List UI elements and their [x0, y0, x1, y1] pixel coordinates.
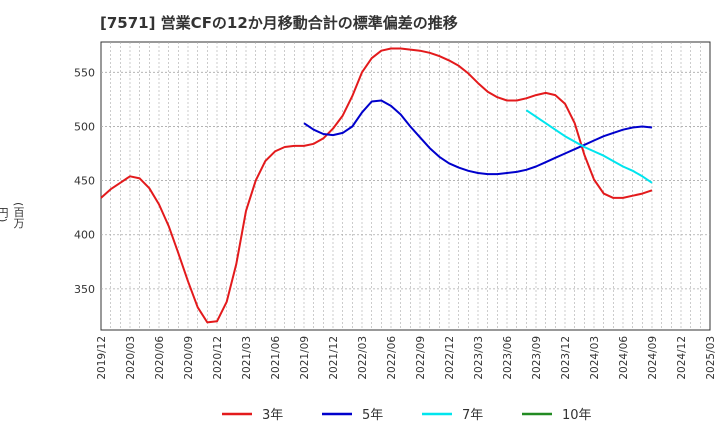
chart-title: [7571] 営業CFの12か月移動合計の標準偏差の推移	[100, 14, 458, 32]
x-tick-label: 2023/03	[473, 336, 485, 380]
x-tick-label: 2021/09	[299, 336, 311, 380]
x-tick-label: 2024/03	[589, 336, 601, 380]
x-tick-label: 2021/12	[328, 336, 340, 380]
legend-label: 7年	[462, 408, 483, 423]
x-tick-label: 2020/06	[154, 336, 166, 380]
x-tick-label: 2023/09	[531, 336, 543, 380]
x-tick-label: 2020/09	[183, 336, 195, 380]
y-tick-label: 450	[74, 175, 95, 188]
x-tick-label: 2020/12	[212, 336, 224, 380]
x-tick-label: 2024/12	[676, 336, 688, 380]
legend-label: 10年	[562, 408, 592, 423]
y-tick-label: 550	[74, 66, 95, 79]
x-tick-label: 2021/03	[241, 336, 253, 380]
x-tick-label: 2023/12	[560, 336, 572, 380]
y-tick-label: 500	[74, 120, 95, 133]
x-tick-label: 2025/03	[705, 336, 717, 380]
series-line	[303, 99, 653, 176]
y-tick-label: 400	[74, 229, 95, 242]
x-tick-label: 2022/03	[357, 336, 369, 380]
x-tick-label: 2022/12	[444, 336, 456, 380]
series-line	[525, 109, 653, 184]
y-tick-label: 350	[74, 283, 95, 296]
legend-label: 3年	[262, 408, 283, 423]
x-tick-label: 2021/06	[270, 336, 282, 380]
x-tick-label: 2023/06	[502, 336, 514, 380]
x-tick-label: 2024/09	[647, 336, 659, 380]
x-tick-label: 2019/12	[96, 336, 108, 380]
x-tick-label: 2020/03	[125, 336, 137, 380]
x-tick-label: 2022/09	[415, 336, 427, 380]
y-axis-label: (百万円)	[0, 201, 25, 229]
x-tick-label: 2022/06	[386, 336, 398, 380]
legend-label: 5年	[362, 408, 383, 423]
series-line	[100, 47, 653, 324]
plot-area	[100, 41, 711, 331]
x-tick-label: 2024/06	[618, 336, 630, 380]
